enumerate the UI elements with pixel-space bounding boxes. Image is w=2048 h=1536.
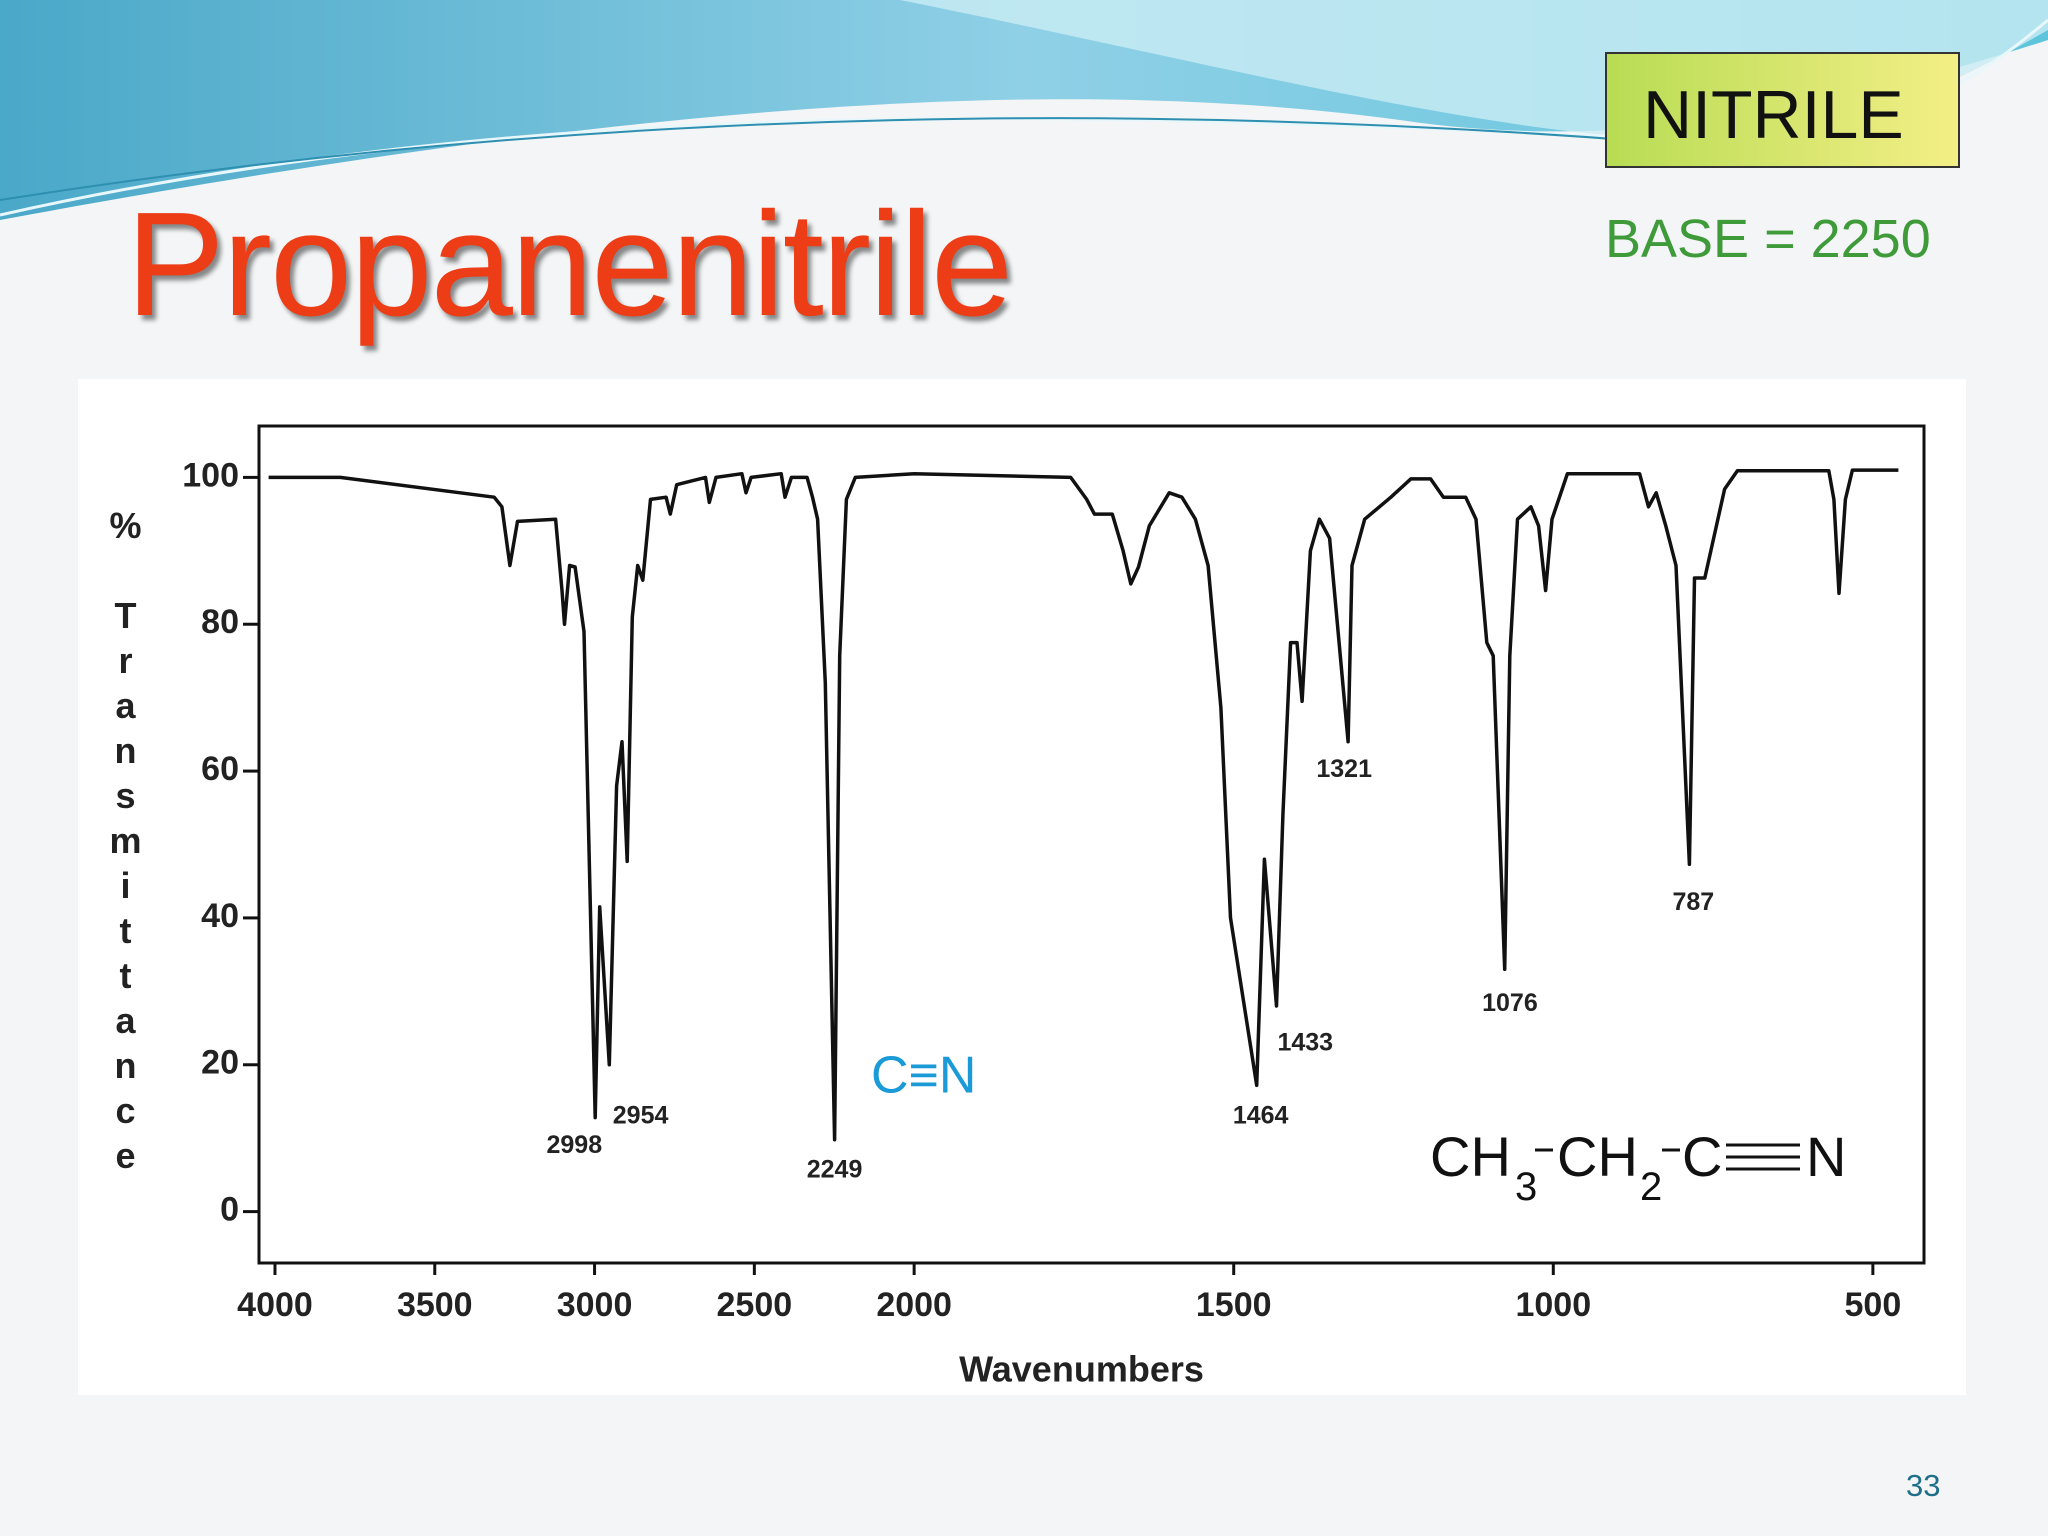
y-tick-label: 60 [201, 750, 239, 788]
formula: CH 3 CH 2 C N [1430, 1125, 1846, 1209]
peak-label: 787 [1672, 888, 1714, 916]
formula-part: N [1806, 1125, 1846, 1188]
y-tick-label: 20 [201, 1044, 239, 1082]
formula-subscript: 3 [1515, 1165, 1537, 1209]
x-tick-label: 3000 [557, 1286, 633, 1324]
formula-subscript: 2 [1640, 1165, 1662, 1209]
page-number: 33 [1906, 1468, 1941, 1503]
bond-note: C≡N [871, 1047, 976, 1105]
wave-line [0, 117, 1751, 201]
x-tick-label: 500 [1845, 1286, 1902, 1324]
peak-label: 2998 [546, 1131, 602, 1159]
y-tick-label: 0 [220, 1191, 239, 1229]
plot-frame [257, 424, 1926, 1265]
x-tick-label: 3500 [397, 1286, 473, 1324]
formula-part: CH [1557, 1125, 1638, 1188]
spectrum-line [268, 468, 1899, 1142]
peak-label: 1076 [1482, 989, 1538, 1017]
y-axis-label: % Transmittance [105, 505, 146, 1180]
slide-title: Propanenitrile [126, 182, 1013, 347]
y-tick-label: 100 [182, 456, 239, 494]
peak-label: 1464 [1233, 1101, 1289, 1129]
badge-text: NITRILE [1643, 77, 1904, 153]
x-tick-label: 4000 [237, 1286, 313, 1324]
peak-label: 2954 [613, 1102, 669, 1130]
peak-label: 1321 [1316, 755, 1372, 783]
x-tick-label: 2500 [717, 1286, 793, 1324]
badge: NITRILE [1605, 52, 1960, 168]
x-tick-label: 1500 [1196, 1286, 1272, 1324]
formula-part: C [1682, 1125, 1722, 1188]
formula-part: CH [1430, 1125, 1511, 1188]
x-tick-label: 1000 [1515, 1286, 1591, 1324]
y-tick-label: 40 [201, 897, 239, 935]
y-tick-label: 80 [201, 603, 239, 641]
x-tick-label: 2000 [876, 1286, 952, 1324]
chart-panel [78, 379, 1966, 1395]
x-axis-label: Wavenumbers [959, 1349, 1204, 1390]
base-note: BASE = 2250 [1605, 209, 1931, 269]
peak-label: 1433 [1277, 1029, 1333, 1057]
peak-label: 2249 [807, 1156, 863, 1184]
